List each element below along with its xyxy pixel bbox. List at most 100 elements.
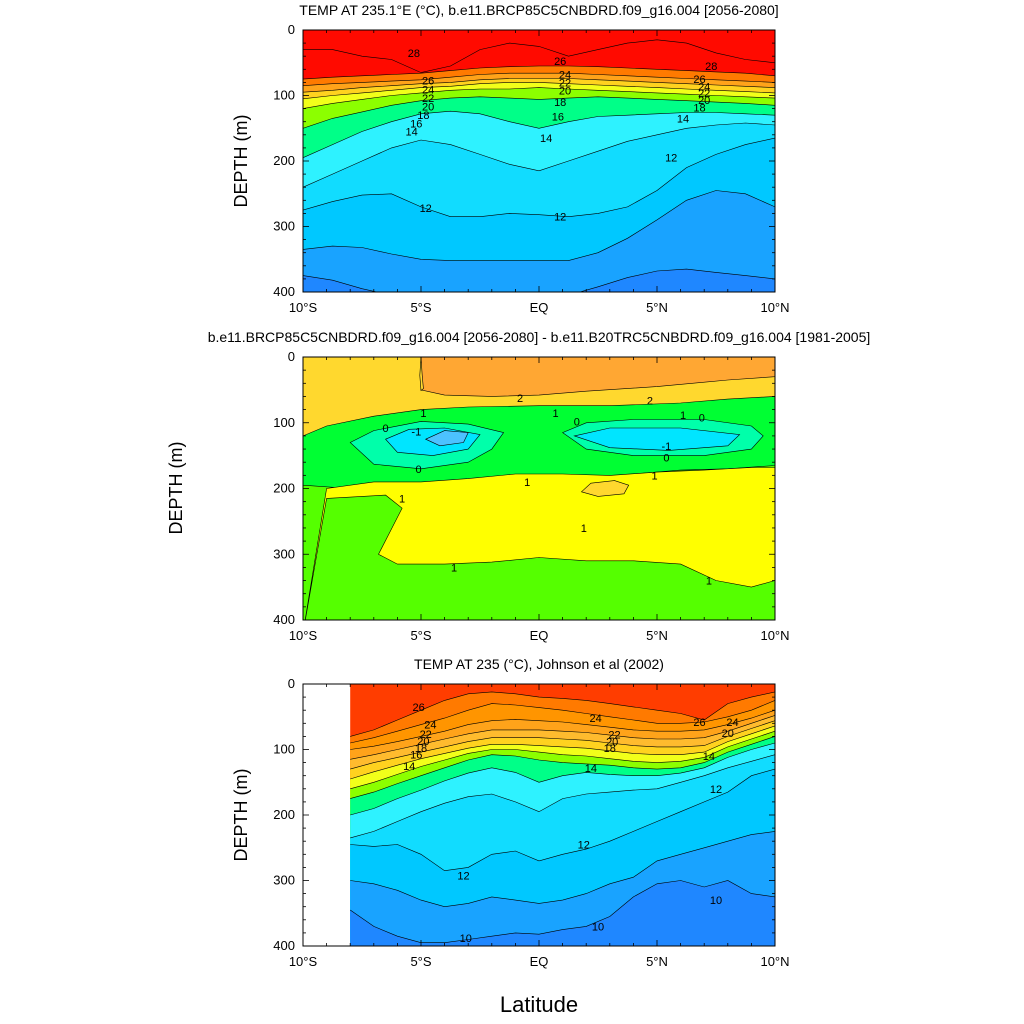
x-tick-label: 5°S [410,628,431,643]
contour-label: 26 [412,702,424,714]
panel-1-ylabel: DEPTH (m) [231,115,251,208]
contour-label: 18 [693,102,705,114]
contour-line-24 [303,72,775,86]
contour-label: 22 [422,93,434,105]
panel-3: TEMP AT 235 (°C), Johnson et al (2002) D… [231,656,790,969]
contour-label: 26 [693,717,705,729]
contour-label: 16 [410,119,422,131]
contour-label: 14 [585,763,597,775]
contour-line-12 [303,137,775,218]
y-tick-label: 400 [273,612,295,627]
panel-1-contour-labels: 2826242220181614262422201816142624222018… [405,48,717,224]
contour-label: 0 [699,413,705,425]
fill-region-7 [573,427,741,451]
fill-region-9 [304,467,775,620]
contour-label: -1 [662,441,672,453]
panel-2-xticks: 10°S 5°S EQ 5°N 10°N [289,357,790,643]
panel-2-title: b.e11.BRCP85C5CNBDRD.f09_g16.004 [2056-2… [208,329,871,345]
contour-line-18 [303,87,775,109]
x-tick-label: EQ [530,300,549,315]
panel-1: TEMP AT 235.1°E (°C), b.e11.BRCP85C5CNBD… [231,2,790,315]
contour-label: 1 [552,408,558,420]
fill-band-11 [303,190,775,292]
contour-line-16 [303,96,775,129]
contour-label: 14 [677,113,689,125]
contour-label: 1 [451,562,457,574]
contour-label: 26 [693,74,705,86]
fill-region-10 [580,480,630,497]
contour-line-18 [350,730,775,790]
contour-line-12 [350,768,775,872]
contour-label: 24 [559,70,571,82]
contour-label: 0 [574,416,580,428]
contour-label: 12 [578,840,590,852]
contour-line-22 [303,78,775,93]
contour-label: 18 [417,110,429,122]
contour-label: 24 [698,81,710,93]
contour-label: 24 [422,85,434,97]
contour-label: 20 [417,736,429,748]
x-tick-label: EQ [530,628,549,643]
contour-label: 0 [663,453,669,465]
contour-label: 20 [422,102,434,114]
fill-band-10 [350,880,775,946]
contour-label: 1 [420,408,426,420]
figure-xlabel: Latitude [500,992,578,1017]
contour-label: 14 [540,133,552,145]
y-tick-label: 200 [273,481,295,496]
contour-label: 12 [420,203,432,215]
contour-label: 0 [383,423,389,435]
panel-3-title: TEMP AT 235 (°C), Johnson et al (2002) [414,656,664,672]
contour-label: 24 [424,720,436,732]
contour-label: 18 [554,97,566,109]
contour-line-25 [350,700,775,744]
x-tick-label: 10°S [289,300,318,315]
x-tick-label: 5°S [410,954,431,969]
panel-1-fills [303,30,775,292]
y-tick-label: 0 [288,349,295,364]
y-tick-label: 100 [273,88,295,103]
contour-line-23 [350,715,775,760]
fill-region-2 [419,357,424,392]
contour-label: 22 [559,77,571,89]
x-tick-label: 5°N [646,954,668,969]
contour-label: 28 [408,48,420,60]
contour-line-28 [303,39,775,73]
contour-label: 12 [457,870,469,882]
contour-label: 12 [710,784,722,796]
contour-line-14 [350,742,775,816]
contour-label: 10 [460,933,472,945]
contour-label: 10 [592,921,604,933]
x-tick-label: 5°N [646,300,668,315]
contour-label: 1 [581,523,587,535]
contour-line-16 [350,736,775,799]
contour-line-26 [303,65,775,80]
contour-line-22 [350,720,775,770]
fill-region-1 [420,357,775,397]
contour-line-13 [350,754,775,839]
y-tick-label: 100 [273,742,295,757]
contour-label: 1 [652,470,658,482]
y-tick-label: 400 [273,284,295,299]
contour-label: 20 [559,85,571,97]
panel-2: b.e11.BRCP85C5CNBDRD.f09_g16.004 [2056-2… [166,329,870,643]
x-tick-label: 10°N [760,628,789,643]
y-tick-label: 100 [273,415,295,430]
y-tick-label: 200 [273,807,295,822]
x-tick-label: EQ [530,954,549,969]
contour-label: 18 [415,743,427,755]
x-tick-label: 10°S [289,954,318,969]
panel-1-yticks: 0 100 200 300 400 [273,22,775,299]
panel-3-xticks: 10°S 5°S EQ 5°N 10°N [289,684,790,969]
contour-line-13 [303,122,775,188]
contour-line-10 [303,268,775,292]
contour-label: 10 [710,895,722,907]
x-tick-label: 5°S [410,300,431,315]
panel-2-fills [303,357,775,620]
contour-label: 20 [606,737,618,749]
y-tick-label: 200 [273,153,295,168]
x-tick-label: 10°S [289,628,318,643]
fill-region-8 [424,430,469,447]
